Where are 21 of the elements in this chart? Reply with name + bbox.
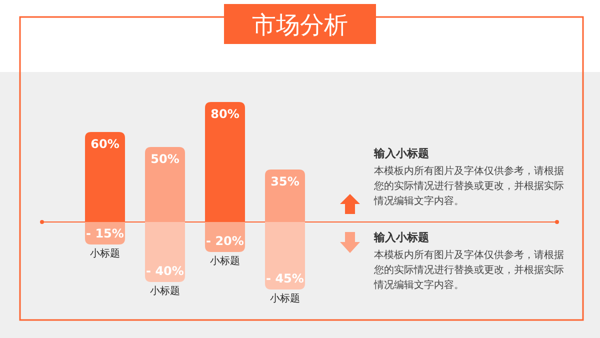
data-label: - 20%	[206, 234, 244, 248]
data-label: 50%	[150, 152, 180, 166]
data-label: - 15%	[86, 226, 124, 240]
bar	[265, 170, 305, 222]
bar	[145, 147, 185, 222]
data-label: 35%	[270, 174, 300, 188]
data-label: 80%	[210, 107, 240, 121]
x-tick-label: 小标题	[210, 255, 240, 267]
data-label: 60%	[90, 137, 120, 151]
text: 本模板内所有图片及字体仅供参考，请根据您的实际情况进行替换或更改，并根据实际情况编辑文字内容。	[374, 164, 564, 209]
x-tick-label: 小标题	[270, 292, 300, 304]
text: 输入小标题	[374, 230, 430, 245]
data-label: - 40%	[146, 264, 184, 278]
x-tick-label: 小标题	[150, 285, 180, 297]
text: 本模板内所有图片及字体仅供参考，请根据您的实际情况进行替换或更改，并根据实际情况编辑文字内容。	[374, 248, 564, 293]
data-label: - 45%	[266, 272, 304, 286]
x-tick-label: 小标题	[90, 248, 120, 260]
chart-title: 市场分析	[252, 11, 348, 39]
bar	[145, 222, 185, 282]
text: 输入小标题	[374, 146, 430, 161]
bar	[265, 222, 305, 290]
